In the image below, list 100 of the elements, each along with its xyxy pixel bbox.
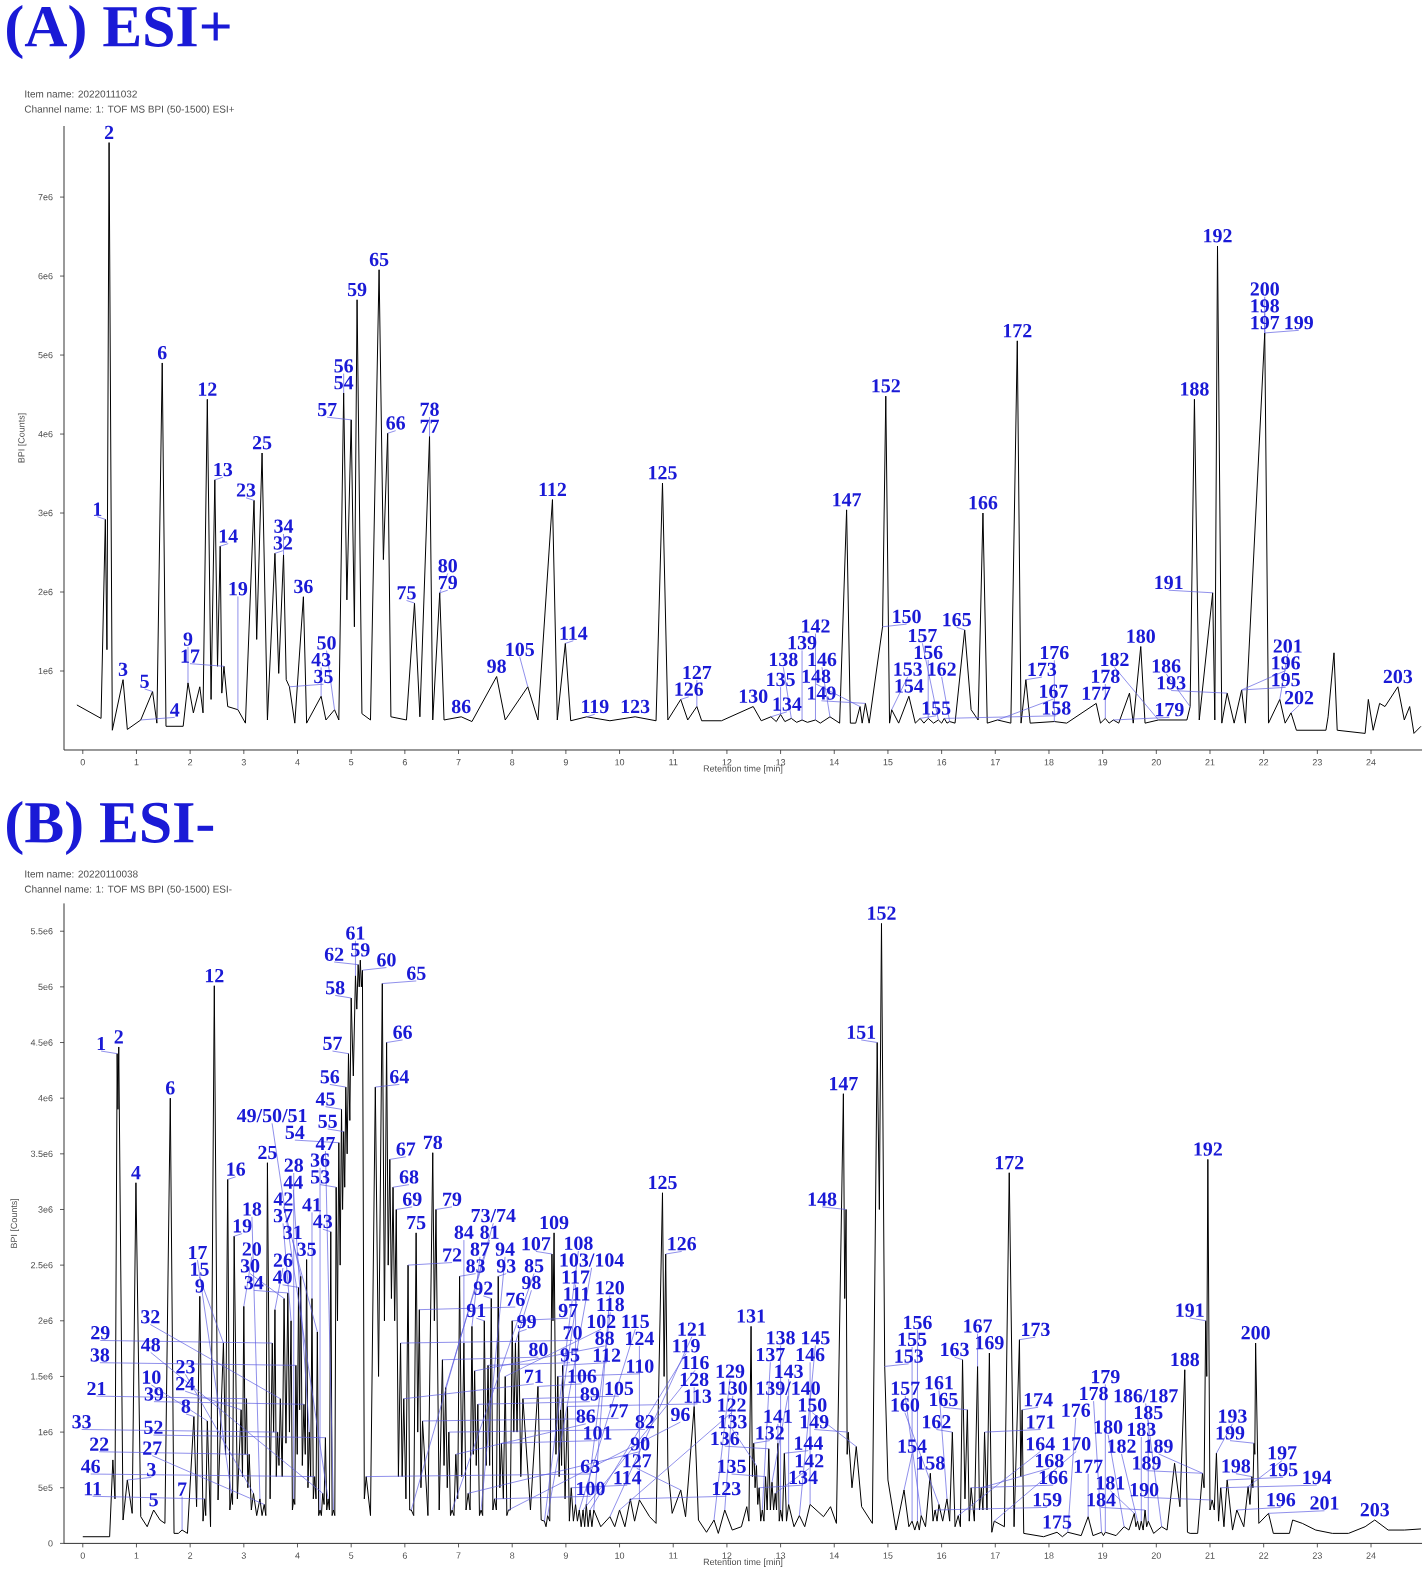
annotation: 147 — [833, 493, 862, 507]
annotation: 67 — [396, 1142, 416, 1156]
annotation: 49/50/51 — [236, 1108, 307, 1123]
annotation: 100 — [577, 1481, 605, 1496]
annotation: 127 — [683, 665, 712, 680]
annotation: 142 — [802, 619, 830, 633]
annotation: 165 — [943, 612, 971, 627]
annotation: 128 — [680, 1372, 709, 1387]
annotation: 148 — [808, 1192, 837, 1206]
annotation: 135 — [767, 672, 795, 687]
annotation: 45 — [315, 1092, 335, 1106]
annotation: 59 — [347, 282, 367, 297]
annotation: 159 — [1033, 1493, 1062, 1507]
annotation: 177 — [1082, 686, 1111, 700]
annotation: 153 — [894, 662, 922, 676]
annotation: 145 — [802, 1331, 830, 1345]
annotation: 167 — [964, 1319, 993, 1333]
annotation: 85 — [524, 1259, 544, 1273]
annotation: 9 — [183, 632, 193, 646]
annotation: 34 — [274, 519, 294, 533]
annotation: 79 — [438, 575, 457, 590]
annotation: 196 — [1267, 1493, 1296, 1507]
chart-title: (A) ESI+ — [7, 4, 230, 60]
annotation: 1 — [93, 502, 102, 516]
annotation: 77 — [609, 1404, 629, 1418]
annotation: 123 — [712, 1481, 741, 1496]
annotation: 18 — [243, 1202, 262, 1216]
annotation: 122 — [718, 1398, 746, 1412]
annotation: 17 — [181, 649, 200, 663]
annotation: 150 — [798, 1398, 827, 1412]
annotation: 154 — [895, 679, 924, 693]
annotation: 154 — [898, 1439, 927, 1453]
annotation: 48 — [141, 1337, 161, 1352]
annotation: 64 — [390, 1070, 409, 1084]
annotation: 110 — [627, 1359, 654, 1373]
annotation: 109 — [540, 1215, 569, 1230]
annotation: 194 — [1303, 1470, 1332, 1485]
annotation: 191 — [1155, 575, 1183, 590]
annotation: 142 — [795, 1454, 824, 1468]
annotation: 133 — [719, 1415, 747, 1429]
annotation: 198 — [1222, 1459, 1251, 1473]
annotation: 169 — [976, 1336, 1004, 1350]
annotation: 171 — [1027, 1415, 1055, 1429]
annotation: 179 — [1156, 702, 1184, 717]
annotation: 192 — [1204, 229, 1232, 243]
annotation: 158 — [1042, 701, 1071, 715]
annotation: 31 — [283, 1225, 302, 1240]
annotation: 83 — [466, 1259, 485, 1273]
annotation: 165 — [930, 1392, 958, 1407]
annotation: 60 — [377, 953, 396, 967]
annotation: 127 — [623, 1454, 652, 1468]
annotation: 12 — [198, 382, 217, 396]
annotation: 112 — [593, 1348, 621, 1362]
annotation: 106 — [568, 1369, 597, 1383]
annotation: 156 — [914, 645, 943, 660]
annotation: 15 — [191, 1262, 209, 1276]
annotation: 172 — [995, 1155, 1024, 1170]
annotation: 136 — [711, 1431, 740, 1446]
annotation: 129 — [716, 1364, 745, 1378]
annotation: 9 — [195, 1279, 205, 1293]
annotation: 184 — [1087, 1492, 1116, 1507]
annotation: 168 — [1035, 1453, 1064, 1468]
annotation: 190 — [1130, 1482, 1159, 1497]
annotation: 34 — [244, 1275, 264, 1290]
annotation: 126 — [675, 682, 704, 696]
annotation: 22 — [90, 1437, 109, 1451]
annotation: 4 — [170, 703, 180, 717]
annotation: 61 — [346, 926, 365, 940]
annotation: 123 — [621, 699, 650, 714]
annotation: 2 — [114, 1030, 123, 1044]
annotation: 54 — [285, 1125, 305, 1140]
annotation: 199 — [1285, 315, 1313, 330]
annotation: 5 — [149, 1493, 158, 1507]
annotation: 198 — [1251, 299, 1280, 313]
annotation: 197 — [1251, 315, 1280, 330]
annotation: 98 — [487, 659, 506, 673]
annotation: 86 — [576, 1409, 596, 1423]
annotation: 157 — [891, 1381, 920, 1395]
annotation: 3 — [147, 1462, 156, 1477]
annotation: 77 — [420, 419, 440, 433]
annotation: 23 — [176, 1360, 195, 1374]
annotation: 32 — [273, 536, 293, 550]
annotation: 134 — [773, 697, 802, 711]
annotation: 173 — [1022, 1322, 1050, 1337]
annotation: 71 — [524, 1369, 543, 1383]
annotation: 185 — [1134, 1405, 1163, 1420]
annotation: 20 — [242, 1242, 262, 1256]
annotation: 193 — [1157, 676, 1186, 690]
annotation: 181 — [1096, 1476, 1125, 1490]
annotation: 50 — [317, 636, 336, 650]
annotation: 158 — [916, 1456, 945, 1470]
annotation: 5 — [140, 674, 149, 688]
annotation: 195 — [1269, 1462, 1298, 1477]
annotation: 139/140 — [756, 1381, 820, 1395]
annotation: 111 — [564, 1287, 590, 1301]
annotation: 108 — [565, 1236, 593, 1250]
annotation: 53 — [310, 1170, 330, 1184]
annotation: 162 — [922, 1415, 951, 1429]
annotation: 137 — [756, 1347, 785, 1362]
annotation: 116 — [682, 1355, 709, 1370]
